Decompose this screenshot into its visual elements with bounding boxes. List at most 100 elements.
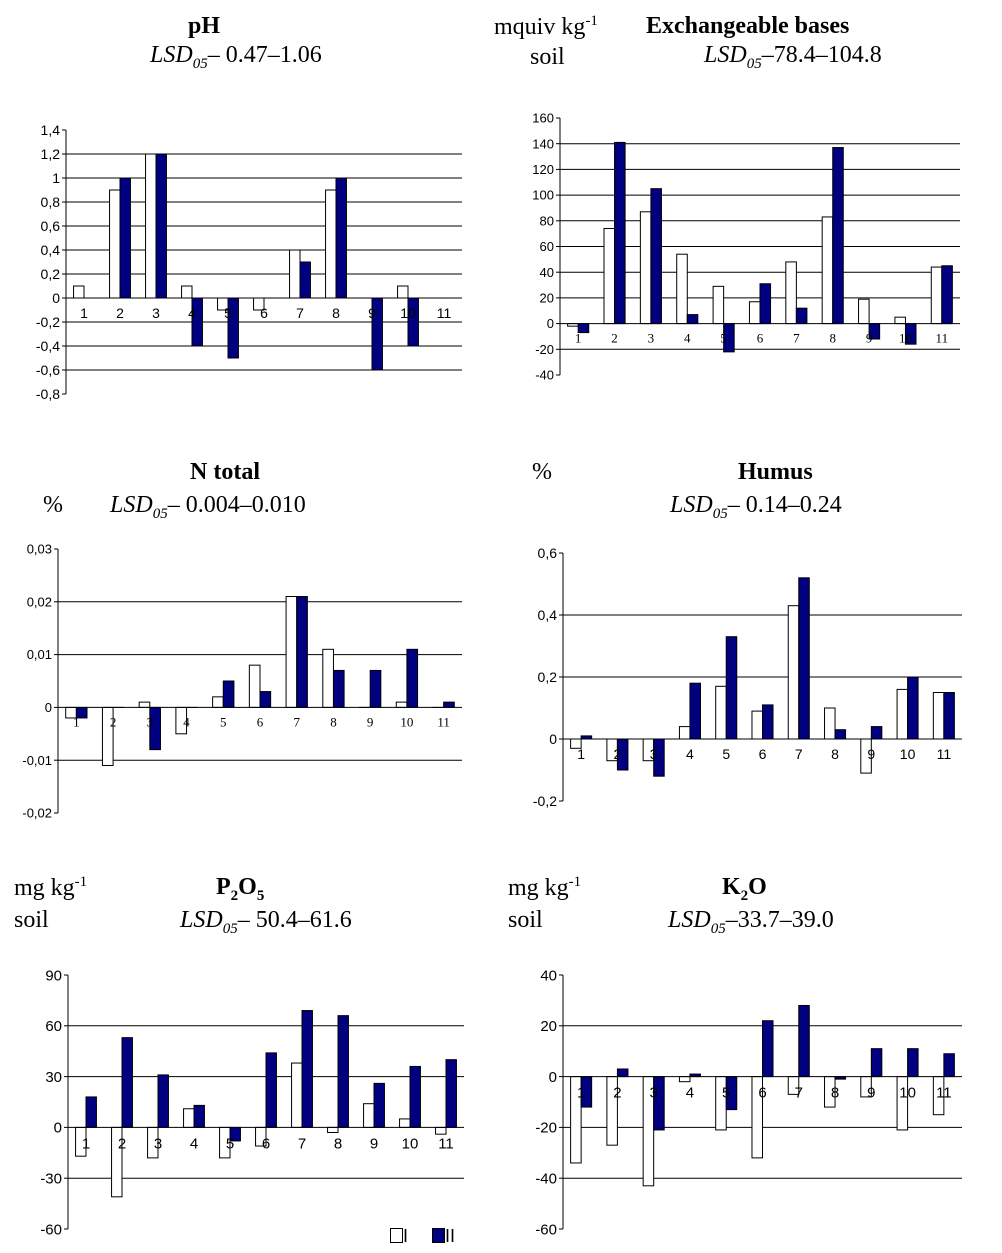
ph-x-tick-label: 2	[116, 305, 124, 321]
ph-x-tick-label: 6	[260, 305, 268, 321]
bases-bar-i	[930, 266, 943, 325]
ntotal-x-tick-label: 8	[330, 714, 337, 729]
p2o5-bar-ii	[157, 1074, 169, 1128]
ph-y-tick-label: -0,8	[36, 386, 60, 402]
bases-bar-ii	[650, 188, 662, 325]
k2o-y-tick-label: 20	[540, 1018, 557, 1035]
ph-bar-i	[181, 285, 193, 299]
ph-y-tick-label: -0,2	[36, 314, 60, 330]
bases-x-tick-label: 5	[720, 331, 727, 346]
humus-bar-ii	[834, 729, 847, 740]
humus-bar-i	[896, 688, 909, 740]
bases-y-tick-label: 40	[540, 265, 554, 280]
humus-x-tick-label: 2	[614, 746, 622, 762]
ntotal-lsd: LSD05– 0.004–0.010	[110, 492, 306, 522]
ntotal-bar-ii	[369, 669, 382, 708]
k2o-bar-ii	[943, 1053, 955, 1078]
p2o5-y-tick-label: 30	[45, 1069, 62, 1086]
ph-y-tick-label: 1,2	[41, 146, 61, 162]
ntotal-x-tick-label: 11	[437, 714, 450, 729]
k2o-x-tick-label: 11	[936, 1085, 952, 1102]
humus-y-tick-label: 0,6	[538, 545, 558, 561]
bases-title: Exchangeable bases	[646, 13, 850, 39]
p2o5-unit: mg kg-1	[14, 874, 88, 901]
bases-y-tick-label: 100	[532, 188, 554, 203]
ntotal-bar-i	[322, 648, 334, 708]
p2o5-x-tick-label: 7	[298, 1135, 306, 1152]
ph-x-tick-label: 3	[152, 305, 160, 321]
ntotal-bar-i	[248, 664, 261, 708]
legend-swatch-ii	[432, 1228, 446, 1243]
bases-y-tick-label: 0	[547, 316, 554, 331]
ntotal-bar-i	[138, 701, 151, 708]
ntotal-x-tick-label: 7	[293, 714, 300, 729]
p2o5-bar-i	[435, 1126, 447, 1135]
p2o5-unit-soil: soil	[14, 907, 49, 933]
ph-bar-i	[73, 285, 85, 299]
bases-y-tick-label: -20	[535, 342, 554, 357]
humus-bar-ii	[870, 726, 883, 740]
p2o5-x-tick-label: 4	[190, 1135, 198, 1152]
ph-bar-ii	[335, 177, 347, 299]
humus-y-tick-label: 0,2	[538, 669, 558, 685]
bases-y-tick-label: 160	[532, 111, 554, 126]
ph-bar-i	[289, 249, 301, 299]
bases-x-tick-label: 1	[575, 331, 582, 346]
ph-x-tick-label: 5	[224, 305, 232, 321]
k2o-y-tick-label: 0	[549, 1069, 557, 1086]
humus-bar-i	[932, 692, 945, 740]
bases-y-tick-label: 60	[540, 239, 554, 254]
humus-bar-ii	[689, 682, 701, 740]
k2o-bar-ii	[616, 1068, 629, 1078]
ph-bar-i	[145, 153, 157, 299]
p2o5-bar-ii	[193, 1104, 205, 1128]
p2o5-y-tick-label: -60	[40, 1221, 62, 1238]
ntotal-y-tick-label: 0,01	[27, 647, 52, 662]
ntotal-x-tick-label: 4	[183, 714, 190, 729]
p2o5-lsd: LSD05– 50.4–61.6	[180, 907, 352, 937]
humus-bar-i	[678, 726, 691, 740]
bases-bar-i	[894, 316, 906, 325]
k2o-unit: mg kg-1	[508, 874, 582, 901]
p2o5-bar-i	[399, 1118, 411, 1128]
humus-lsd: LSD05– 0.14–0.24	[670, 492, 842, 522]
p2o5-x-tick-label: 9	[370, 1135, 378, 1152]
k2o-x-tick-label: 7	[795, 1085, 803, 1102]
ph-y-tick-label: 0,4	[41, 242, 61, 258]
humus-x-tick-label: 7	[795, 746, 803, 762]
k2o-y-tick-label: -20	[535, 1120, 557, 1137]
ph-y-tick-label: -0,6	[36, 362, 60, 378]
bases-unit: mquiv kg-1	[494, 13, 598, 40]
ntotal-x-tick-label: 6	[257, 714, 264, 729]
ntotal-x-tick-label: 2	[110, 714, 117, 729]
p2o5-bar-ii	[85, 1096, 97, 1128]
ph-y-tick-label: 0,6	[41, 218, 61, 234]
bases-x-tick-label: 10	[899, 331, 912, 346]
p2o5-x-tick-label: 2	[118, 1135, 126, 1152]
ntotal-x-tick-label: 9	[367, 714, 374, 729]
bases-x-tick-label: 11	[936, 331, 949, 346]
bases-y-tick-label: 20	[540, 290, 554, 305]
ntotal-bar-i	[212, 696, 224, 708]
ph-y-tick-label: 1,4	[41, 122, 61, 138]
bases-bar-i	[603, 228, 616, 325]
p2o5-x-tick-label: 11	[438, 1135, 454, 1152]
humus-bar-i	[824, 707, 836, 740]
ntotal-bar-i	[395, 701, 408, 708]
humus-bar-ii	[907, 676, 919, 740]
humus-y-tick-label: 0	[549, 731, 557, 747]
bases-bar-i	[712, 285, 725, 325]
ntotal-x-tick-label: 10	[400, 714, 413, 729]
bases-bar-ii	[614, 141, 626, 325]
bases-lsd: LSD05–78.4–104.8	[704, 42, 882, 72]
ph-bar-ii	[155, 153, 167, 299]
ph-x-tick-label: 1	[80, 305, 88, 321]
humus-x-tick-label: 4	[686, 746, 694, 762]
ph-title: pH	[188, 13, 221, 39]
bases-x-tick-label: 7	[793, 331, 800, 346]
humus-bar-i	[787, 605, 800, 740]
k2o-x-tick-label: 1	[577, 1085, 585, 1102]
bases-x-tick-label: 9	[866, 331, 873, 346]
p2o5-title: P2O5	[216, 874, 265, 904]
